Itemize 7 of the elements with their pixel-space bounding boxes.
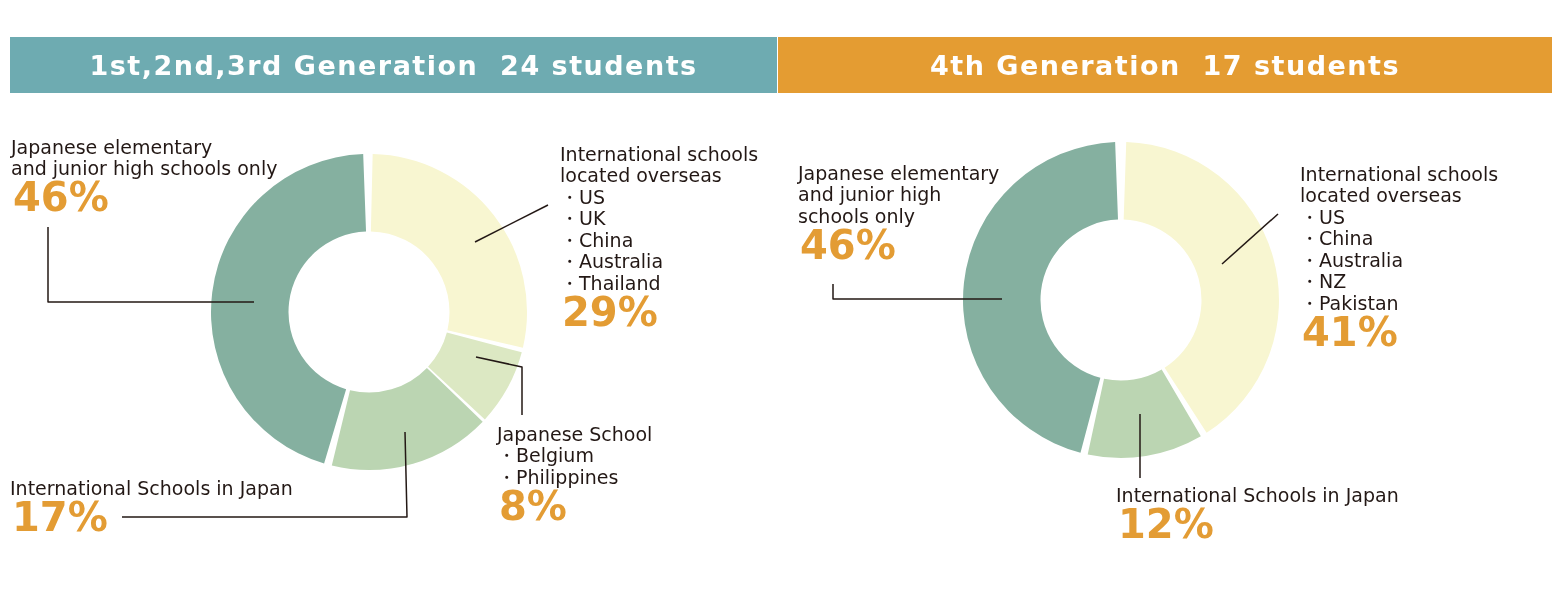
slice-label: International Schools in Japan	[1116, 483, 1399, 506]
slice-label: International schools located overseas ・US ・China ・Australia ・NZ ・Pakistan	[1300, 162, 1499, 314]
slice-label: International schools located overseas ・US ・UK ・China ・Australia ・Thailand	[560, 142, 759, 294]
slice-label: International Schools in Japan	[10, 476, 293, 499]
chart-title: 1st,2nd,3rd Generation 24 students	[89, 49, 698, 81]
slice-label: Japanese elementary and junior high schools only	[797, 161, 1000, 227]
chart-title: 4th Generation 17 students	[929, 49, 1401, 81]
